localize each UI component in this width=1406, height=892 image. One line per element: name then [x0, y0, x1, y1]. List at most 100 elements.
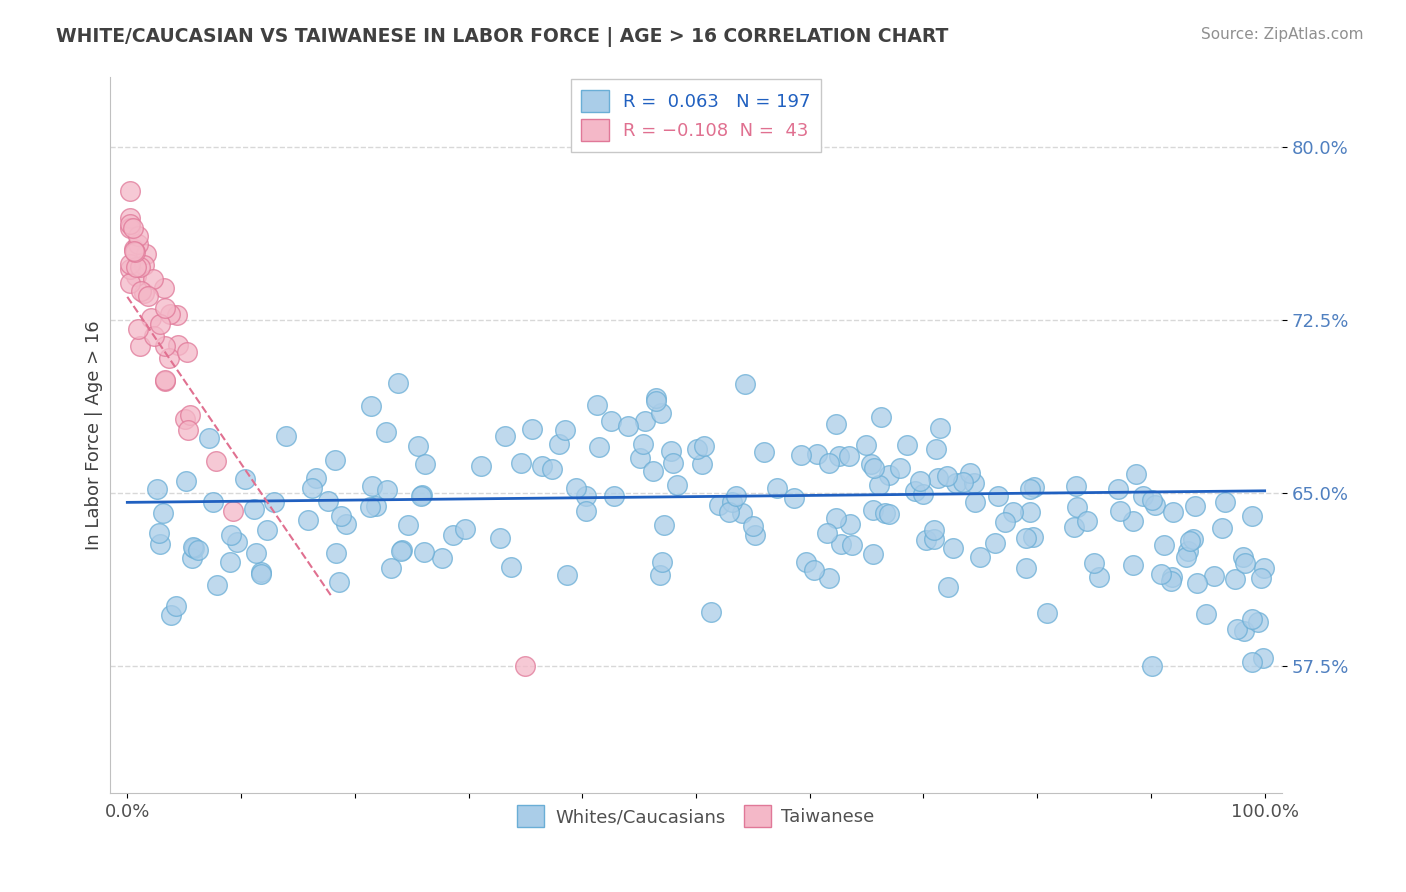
Point: [219, 555, 242, 569]
Point: [564, 481, 586, 495]
Point: [494, 429, 516, 443]
Point: [1022, 530, 1045, 544]
Point: [1001, 505, 1024, 519]
Point: [870, 409, 893, 424]
Point: [149, 537, 172, 551]
Point: [922, 523, 945, 537]
Point: [1107, 482, 1129, 496]
Point: [173, 412, 195, 426]
Point: [824, 417, 846, 431]
Point: [1182, 532, 1205, 546]
Point: [325, 546, 347, 560]
Point: [396, 517, 419, 532]
Point: [765, 481, 787, 495]
Point: [692, 439, 714, 453]
Point: [855, 438, 877, 452]
Point: [1150, 566, 1173, 581]
Point: [987, 489, 1010, 503]
Point: [136, 289, 159, 303]
Point: [153, 301, 176, 316]
Point: [118, 277, 141, 291]
Point: [911, 487, 934, 501]
Point: [141, 310, 163, 325]
Point: [1035, 606, 1057, 620]
Point: [945, 476, 967, 491]
Point: [179, 408, 201, 422]
Point: [1178, 534, 1201, 549]
Point: [984, 535, 1007, 549]
Point: [149, 317, 172, 331]
Point: [1019, 505, 1042, 519]
Point: [936, 580, 959, 594]
Point: [588, 440, 610, 454]
Point: [245, 546, 267, 560]
Point: [575, 504, 598, 518]
Point: [994, 516, 1017, 530]
Point: [873, 506, 896, 520]
Point: [744, 528, 766, 542]
Point: [205, 578, 228, 592]
Point: [1213, 495, 1236, 509]
Point: [830, 537, 852, 551]
Point: [700, 605, 723, 619]
Point: [1174, 550, 1197, 565]
Point: [176, 344, 198, 359]
Point: [731, 506, 754, 520]
Point: [183, 541, 205, 555]
Point: [263, 495, 285, 509]
Point: [153, 339, 176, 353]
Point: [783, 491, 806, 505]
Point: [1088, 570, 1111, 584]
Point: [815, 526, 838, 541]
Point: [1241, 655, 1264, 669]
Point: [1160, 570, 1182, 584]
Point: [205, 454, 228, 468]
Point: [1247, 615, 1270, 629]
Point: [406, 439, 429, 453]
Point: [860, 458, 883, 472]
Point: [131, 284, 153, 298]
Text: WHITE/CAUCASIAN VS TAIWANESE IN LABOR FORCE | AGE > 16 CORRELATION CHART: WHITE/CAUCASIAN VS TAIWANESE IN LABOR FO…: [56, 27, 949, 46]
Point: [174, 474, 197, 488]
Point: [181, 540, 204, 554]
Point: [198, 432, 221, 446]
Point: [1250, 570, 1272, 584]
Point: [441, 528, 464, 542]
Point: [180, 550, 202, 565]
Point: [413, 458, 436, 472]
Point: [1240, 509, 1263, 524]
Point: [725, 489, 748, 503]
Point: [752, 445, 775, 459]
Point: [742, 519, 765, 533]
Point: [153, 373, 176, 387]
Point: [330, 508, 353, 523]
Point: [122, 220, 145, 235]
Point: [122, 243, 145, 257]
Point: [555, 567, 578, 582]
Point: [1187, 576, 1209, 591]
Point: [157, 351, 180, 366]
Point: [877, 507, 900, 521]
Point: [153, 374, 176, 388]
Point: [1160, 574, 1182, 589]
Point: [1240, 612, 1263, 626]
Point: [617, 418, 640, 433]
Point: [659, 444, 682, 458]
Point: [159, 607, 181, 622]
Point: [965, 494, 987, 508]
Point: [118, 184, 141, 198]
Point: [942, 541, 965, 556]
Point: [375, 483, 398, 497]
Point: [1233, 556, 1256, 570]
Point: [391, 543, 413, 558]
Point: [665, 478, 688, 492]
Point: [586, 399, 609, 413]
Point: [863, 460, 886, 475]
Point: [166, 308, 188, 322]
Point: [841, 537, 863, 551]
Point: [364, 499, 387, 513]
Point: [790, 448, 813, 462]
Point: [165, 599, 187, 613]
Point: [877, 467, 900, 482]
Point: [825, 511, 848, 525]
